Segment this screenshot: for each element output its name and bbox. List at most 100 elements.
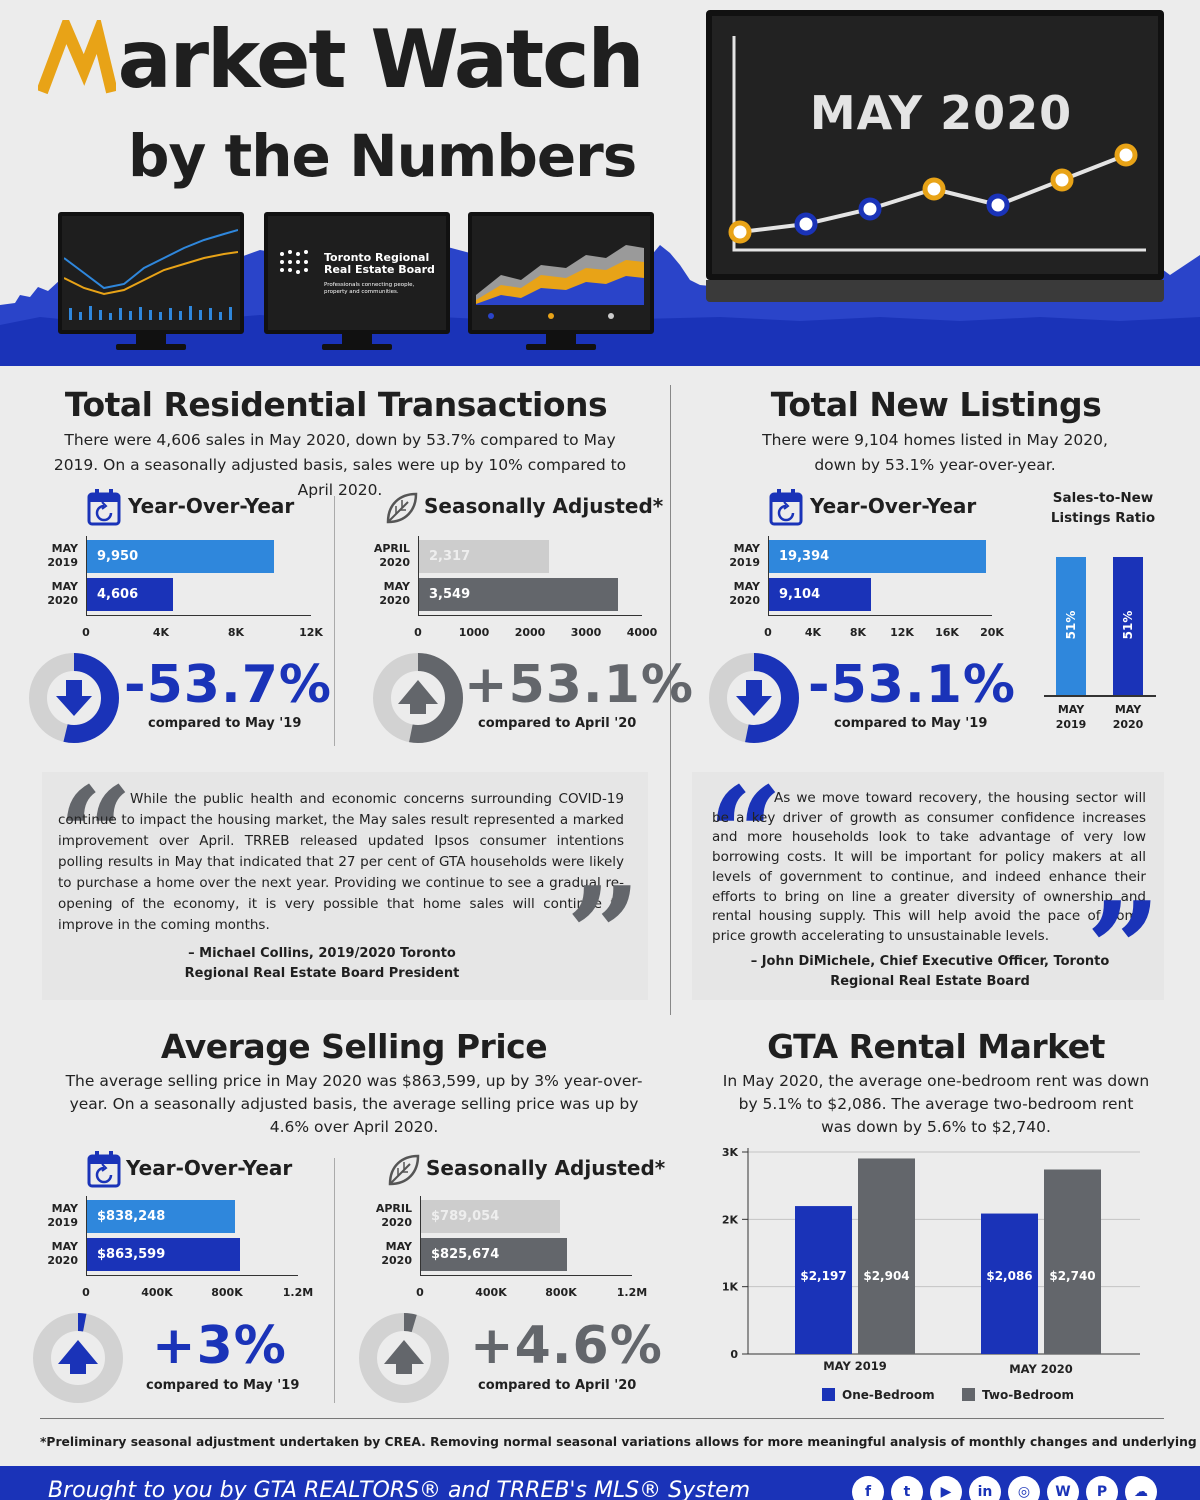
hbar-listings-yoy: MAY 2019 19,394 MAY 2020 9,104 0 4K 8K 12K 16K 20K [729,536,1004,650]
footer-note: *Preliminary seasonal adjustment underta… [40,1435,1200,1449]
listings-yoy-compare: compared to May '19 [834,716,988,731]
transactions-sa-pct: +53.1% [464,655,694,715]
bar-value-label: $2,740 [1049,1269,1095,1283]
up-arrow-ring-icon [373,653,463,743]
x-category-label: MAY 2019 [823,1359,887,1373]
transactions-intro: There were 4,606 sales in May 2020, down… [53,431,627,499]
facebook-icon[interactable]: f [852,1476,884,1500]
calendar-icon-3 [86,1150,122,1192]
trreb-logo-text: Toronto Regional Real Estate Board [324,251,435,276]
axis-tick-label: 12K [890,626,914,639]
bar-category-label: APRIL 2020 [375,1202,412,1229]
axis-tick-label: 12K [299,626,323,639]
ratio-label-2020: MAY 2020 [1112,703,1144,731]
leaf-icon-2 [386,1152,422,1192]
cloud-icon[interactable]: ☁ [1125,1476,1157,1500]
legend-swatch [962,1388,975,1401]
ratio-bar-2019 [1056,557,1086,695]
wordpress-icon[interactable]: W [1047,1476,1079,1500]
axis-tick-label: 0 [416,1286,424,1299]
axis-tick-label: 400K [141,1286,173,1299]
close-quote-icon-1: ” [566,858,641,1011]
listings-yoy-title: Year-Over-Year [810,494,977,518]
x-category-label: MAY 2020 [1009,1362,1073,1376]
axis-tick-label: 0 [82,1286,90,1299]
hbar-price-sa: APRIL 2020 $789,054 MAY 2020 $825,674 0 400K 800… [376,1196,647,1310]
area-chart-graphic [476,245,644,319]
bar-category-label: MAY 2020 [47,580,78,607]
instagram-icon[interactable]: ◎ [1008,1476,1040,1500]
price-yoy-pct: +3% [152,1316,287,1376]
price-intro: The average selling price in May 2020 wa… [65,1072,643,1136]
transactions-yoy-compare: compared to May '19 [148,716,302,731]
youtube-icon[interactable]: ▶ [930,1476,962,1500]
ratio-title: Sales-to-New Listings Ratio [1050,490,1156,526]
vertical-divider-top [670,385,671,1015]
bar-category-label: APRIL 2020 [373,542,410,569]
price-sa-compare: compared to April '20 [478,1378,637,1393]
bar: 9,950 [87,540,274,573]
price-yoy-title: Year-Over-Year [126,1156,293,1180]
hbar-transactions-sa: APRIL 2020 2,317 MAY 2020 3,549 0 1000 2000 3000 4… [374,536,657,650]
bar: $825,674 [421,1238,567,1271]
quote-box-1 [42,772,648,1000]
bar-value-label: $2,086 [986,1269,1032,1283]
bar: $838,248 [87,1200,235,1233]
legend-label: One-Bedroom [842,1388,935,1402]
legend-swatch [822,1388,835,1401]
bar-category-label: MAY 2020 [729,580,760,607]
quote2-text: As we move toward recovery, the housing … [712,790,1146,944]
header-title-line2: by the Numbers [128,122,637,190]
axis-tick-label: 8K [849,626,867,639]
linkedin-icon[interactable]: in [969,1476,1001,1500]
y-tick-label: 1K [722,1281,739,1294]
axis-tick-label: 2000 [514,626,546,639]
price-title: Average Selling Price [160,1027,548,1066]
up-arrow-ring-icon [359,1313,449,1403]
axis-tick-label: 400K [475,1286,507,1299]
listings-yoy-pct: -53.1% [808,655,1016,715]
transactions-yoy-title: Year-Over-Year [128,494,295,518]
m-logo-icon [38,20,116,95]
ring-down-listings [708,652,800,748]
bar-axis [420,1196,632,1276]
trreb-tagline: Professionals connecting people, propert… [324,282,415,295]
axis-tick-label: 1000 [458,626,490,639]
price-sa-title: Seasonally Adjusted* [426,1156,666,1180]
axis-tick-label: 4000 [626,626,658,639]
bar-category-label: MAY 2019 [47,1202,78,1229]
axis-tick-label: 0 [82,626,90,639]
bar-category-label: MAY 2020 [381,1240,412,1267]
bar: 19,394 [769,540,986,573]
legend-label: Two-Bedroom [982,1388,1074,1402]
axis-tick-label: 1.2M [282,1286,314,1299]
open-quote-icon-2: “ [708,758,783,911]
monitor-trreb-logo: Toronto Regional Real Estate Board Profe… [264,212,450,354]
calendar-icon [86,488,122,530]
month-label: MAY 2020 [809,86,1073,140]
open-quote-icon-1: “ [58,758,133,911]
ratio-value-2020: 51% [1121,610,1135,640]
monitor-main: MAY 2020 [706,10,1164,330]
ring-down-transactions [28,652,120,748]
quote1-author: – Michael Collins, 2019/2020 Toronto Reg… [184,946,460,981]
axis-tick-label: 0 [414,626,422,639]
bar-axis [86,536,311,616]
y-tick-label: 2K [722,1213,739,1226]
ring-up-price-sa [358,1312,450,1408]
bar-one-bedroom [981,1213,1038,1354]
ring-up-transactions-sa [372,652,464,748]
bar-category-label: MAY 2019 [729,542,760,569]
bar-value-label: $2,904 [863,1269,909,1283]
bar-category-label: MAY 2020 [379,580,410,607]
close-quote-icon-2: ” [1086,873,1161,1026]
axis-tick-label: 4K [804,626,822,639]
trreb-dots-icon [280,250,308,274]
header-title-line1: Market Watch [40,14,645,106]
axis-tick-label: 1.2M [616,1286,648,1299]
bar-axis [418,536,642,616]
axis-tick-label: 0 [764,626,772,639]
pinterest-icon[interactable]: P [1086,1476,1118,1500]
bar-category-label: MAY 2019 [47,542,78,569]
twitter-icon[interactable]: t [891,1476,923,1500]
